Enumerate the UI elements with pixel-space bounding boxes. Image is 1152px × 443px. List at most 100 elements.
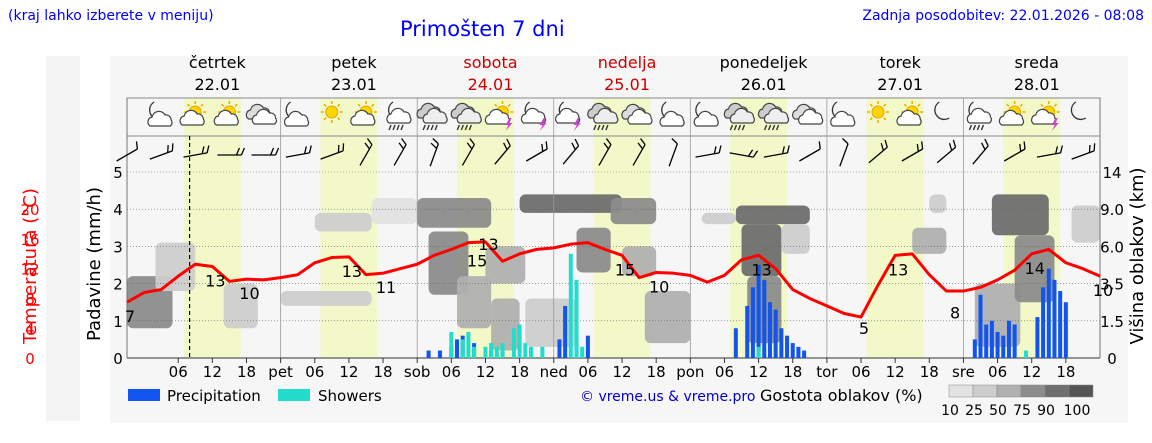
wind-barb-flag [269, 147, 275, 156]
precip-bar [745, 305, 750, 358]
sun-cloud-icon [998, 101, 1026, 126]
wind-barb-flag [786, 145, 790, 154]
sun-ray-icon [917, 103, 921, 107]
x-tick-label: 06 [578, 363, 597, 381]
day-name: sobota [463, 53, 517, 72]
rain-drop-icon [388, 124, 392, 131]
wind-barb-flag [1059, 145, 1063, 154]
precip-bar [790, 343, 795, 358]
day-date: 27.01 [877, 75, 923, 94]
wind-barb-shaft [320, 150, 344, 160]
cloud-density-swatch [972, 384, 998, 398]
precip-bar [426, 350, 431, 358]
temperature-label: 10 [239, 284, 259, 303]
x-tick-label: pet [268, 363, 293, 381]
wind-barb-shaft [729, 152, 754, 158]
wind-barb-flag [880, 143, 885, 151]
temperature-tick: 12 [20, 261, 39, 279]
day-headers: četrtek 22.01 petek 23.01 sobota 24.01 nedelja… [189, 53, 1060, 94]
wind-barb [116, 141, 139, 162]
wind-barb-flag [921, 141, 924, 150]
wind-barb-flag [952, 139, 957, 148]
wind-barb [217, 147, 246, 156]
x-axis: 06 12 18 pet 06 12 18 sob 06 12 18 ned 06 12 18 pon 06 12… [169, 358, 1075, 381]
temperature-tick: 16 [20, 231, 39, 249]
wind-barb-flag [342, 143, 345, 151]
cloud-height-tick: 0 [1107, 350, 1117, 368]
wind-barb-flag [948, 143, 953, 151]
wind-barb-flag [752, 150, 759, 158]
x-tick-label: 12 [886, 363, 905, 381]
temperature-label: 5 [859, 319, 869, 338]
x-tick-label: 12 [1022, 363, 1041, 381]
wind-barb [972, 138, 989, 165]
wind-barb [598, 138, 612, 166]
precip-axis-label: Padavine (mm/h) [84, 187, 105, 341]
temperature-label: 13 [342, 262, 362, 281]
x-tick-label: sob [404, 363, 431, 381]
sun-ray-icon [883, 103, 887, 107]
temperature-label: 8 [950, 303, 960, 322]
cloud-icon [593, 107, 619, 124]
page-title: Primošten 7 dni [400, 17, 565, 41]
cloud-icon [896, 109, 922, 126]
wind-barb [525, 141, 548, 162]
rain-drop-icon [400, 124, 404, 131]
wind-barb-flag [167, 144, 169, 153]
wind-barb [901, 141, 924, 162]
x-tick-label: 18 [510, 363, 529, 381]
cloud-icon [763, 107, 790, 124]
wind-barb [494, 138, 511, 165]
moon-thunder-icon [520, 101, 547, 131]
sun-icon [320, 101, 343, 123]
wind-barb [429, 138, 439, 167]
cloud-cell [912, 227, 947, 254]
sun-ray-icon [336, 117, 341, 121]
x-tick-label: 06 [715, 363, 734, 381]
wind-barb-shaft [799, 148, 821, 162]
wind-barb-flag [506, 138, 511, 147]
shower-bar [1024, 350, 1029, 358]
wind-barb-flag [747, 149, 754, 157]
rain-cloud-icon [587, 102, 619, 131]
rain-drop-icon [775, 124, 780, 131]
sun-cloud-icon [213, 101, 241, 126]
x-tick-label: ned [540, 363, 568, 381]
cloud-icon [798, 108, 824, 125]
wind-barb-flag [916, 143, 919, 152]
rain-drop-icon [771, 124, 776, 131]
sun-ray-icon [234, 103, 238, 107]
precip-bar [1058, 291, 1063, 358]
cloud-height-tick: 9.0 [1100, 201, 1124, 219]
cloud-height-tick: 14 [1102, 164, 1121, 182]
wind-barb [183, 145, 210, 158]
wind-barb [936, 139, 957, 164]
wind-barb-shaft [183, 152, 208, 158]
x-tick-label: 18 [647, 363, 666, 381]
precip-bar [1041, 287, 1046, 358]
precip-bar [773, 309, 778, 358]
wind-barb-shaft [149, 150, 173, 160]
rain-drop-icon [426, 124, 430, 131]
cloud-icon [966, 107, 992, 124]
precip-bar [1052, 279, 1057, 358]
wind-barb [1071, 143, 1096, 160]
precip-swatch [128, 389, 160, 401]
thunder-icon [484, 101, 514, 131]
precip-tick: 2 [113, 276, 123, 294]
temperature-label: 13 [205, 271, 225, 290]
rain-drop-icon [434, 124, 438, 131]
sun-ray-icon [200, 103, 204, 107]
precip-tick: 0 [113, 350, 123, 368]
wind-barb-shaft [632, 144, 646, 166]
cloud-height-tick: 3.5 [1100, 276, 1124, 294]
rain-drop-icon [767, 124, 772, 131]
precip-bar [750, 287, 755, 358]
precip-bar [1006, 320, 1011, 358]
cloud-density-value: 75 [1013, 403, 1031, 419]
wind-barb [695, 145, 722, 158]
moon-rain-icon [386, 101, 412, 131]
x-tick-label: 12 [476, 363, 495, 381]
